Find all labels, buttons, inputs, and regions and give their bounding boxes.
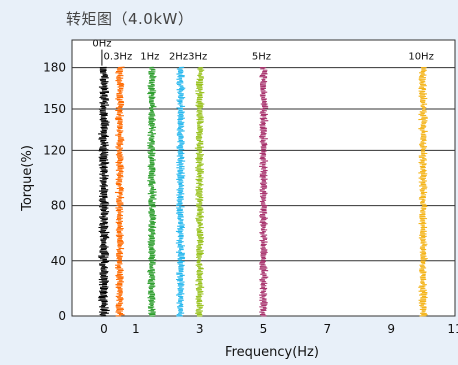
x-tick-label: 3	[196, 322, 204, 336]
y-tick-label: 80	[51, 199, 66, 213]
series-label: 1Hz	[140, 52, 159, 63]
series-labels: 0Hz 0.3Hz 1Hz 2Hz 3Hz 5Hz 10Hz	[92, 39, 434, 66]
series-band	[98, 66, 110, 317]
series-label: 0.3Hz	[104, 52, 133, 63]
series-band	[194, 67, 205, 317]
series-band	[147, 66, 157, 317]
y-tick-label: 150	[43, 102, 66, 116]
series-layer	[98, 66, 428, 317]
series-label: 5Hz	[252, 52, 271, 63]
y-tick-label: 120	[43, 143, 66, 157]
x-tick-label: 9	[387, 322, 395, 336]
chart-title: 转矩图（4.0kW）	[66, 10, 194, 28]
y-tick-label: 180	[43, 61, 66, 75]
series-band	[418, 67, 428, 317]
x-tick-label: 0	[100, 322, 108, 336]
y-axis-label: Torque(%)	[20, 145, 35, 212]
series-band	[175, 66, 186, 317]
series-label: 0Hz	[92, 39, 111, 50]
y-tick-label: 0	[58, 309, 66, 323]
x-tick-label: 5	[260, 322, 268, 336]
series-label: 3Hz	[188, 52, 207, 63]
series-label: 10Hz	[408, 52, 434, 63]
y-tick-label: 40	[51, 254, 66, 268]
x-tick-label: 1	[132, 322, 140, 336]
x-axis-label: Frequency(Hz)	[225, 345, 319, 360]
x-tick-label: 7	[324, 322, 332, 336]
series-band	[114, 66, 125, 317]
x-tick-label: 11	[447, 322, 458, 336]
series-band	[259, 67, 269, 317]
series-label: 2Hz	[169, 52, 188, 63]
y-axis-ticks: 0 40 80 120 150 180	[43, 61, 66, 323]
x-axis-ticks: 0 1 3 5 7 9 11	[100, 322, 458, 336]
